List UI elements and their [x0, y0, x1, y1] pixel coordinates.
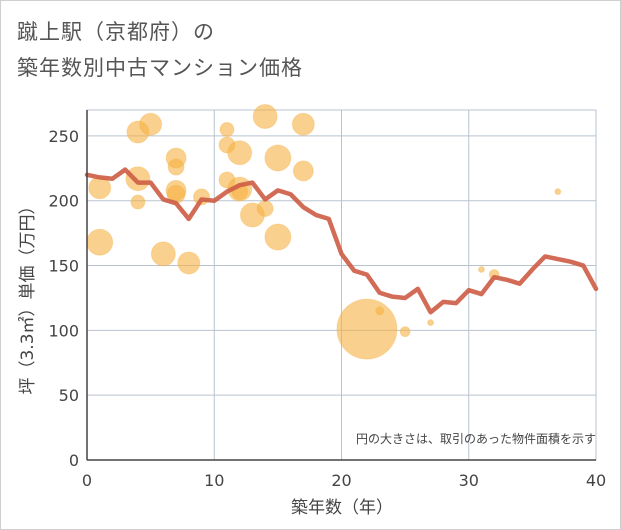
- y-axis-label: 坪（3.3㎡）単価（万円）: [18, 197, 38, 394]
- data-point-bubble: [336, 298, 398, 360]
- data-point-bubble: [291, 112, 315, 136]
- x-tick-label: 10: [204, 471, 224, 490]
- y-tick-label: 0: [69, 451, 79, 470]
- axis-layer: 0 50 100 150 200 250 0 10 20 30 40: [48, 110, 606, 490]
- y-tick-label: 200: [48, 192, 79, 211]
- data-point-bubble: [256, 200, 274, 218]
- data-point-bubble: [554, 188, 562, 196]
- size-legend-note: 円の大きさは、取引のあった物件面積を示す: [356, 431, 596, 446]
- data-point-bubble: [130, 194, 146, 210]
- data-point-bubble: [219, 121, 235, 137]
- data-point-bubble: [86, 228, 114, 256]
- data-point-bubble: [252, 103, 278, 129]
- trend-layer: [84, 167, 599, 315]
- data-point-bubble: [477, 265, 485, 273]
- data-point-bubble: [227, 140, 253, 166]
- data-point-bubble: [292, 160, 314, 182]
- chart-title: 蹴上駅（京都府）の築年数別中古マンション価格: [17, 14, 303, 86]
- bubble-layer: [86, 103, 562, 360]
- data-point-bubble: [125, 166, 151, 192]
- data-point-bubble: [177, 251, 201, 275]
- x-axis-label: 築年数（年）: [291, 498, 393, 518]
- data-point-bubble: [399, 326, 411, 338]
- data-point-bubble: [139, 112, 163, 136]
- x-tick-label: 40: [586, 471, 606, 490]
- x-tick-label: 0: [82, 471, 92, 490]
- y-tick-label: 250: [48, 127, 79, 146]
- data-point-bubble: [264, 144, 292, 172]
- data-point-bubble: [264, 223, 292, 251]
- chart-title-line2: 築年数別中古マンション価格: [17, 56, 303, 80]
- y-tick-label: 150: [48, 257, 79, 276]
- x-tick-label: 20: [331, 471, 351, 490]
- data-point-bubble: [167, 158, 185, 176]
- data-point-bubble: [150, 241, 176, 267]
- chart-title-line1: 蹴上駅（京都府）の: [17, 20, 215, 44]
- y-tick-label: 100: [48, 321, 79, 340]
- trend-line: [84, 167, 599, 315]
- x-tick-label: 30: [459, 471, 479, 490]
- y-tick-label: 50: [59, 386, 79, 405]
- data-point-bubble: [427, 319, 435, 327]
- data-point-bubble: [375, 306, 385, 316]
